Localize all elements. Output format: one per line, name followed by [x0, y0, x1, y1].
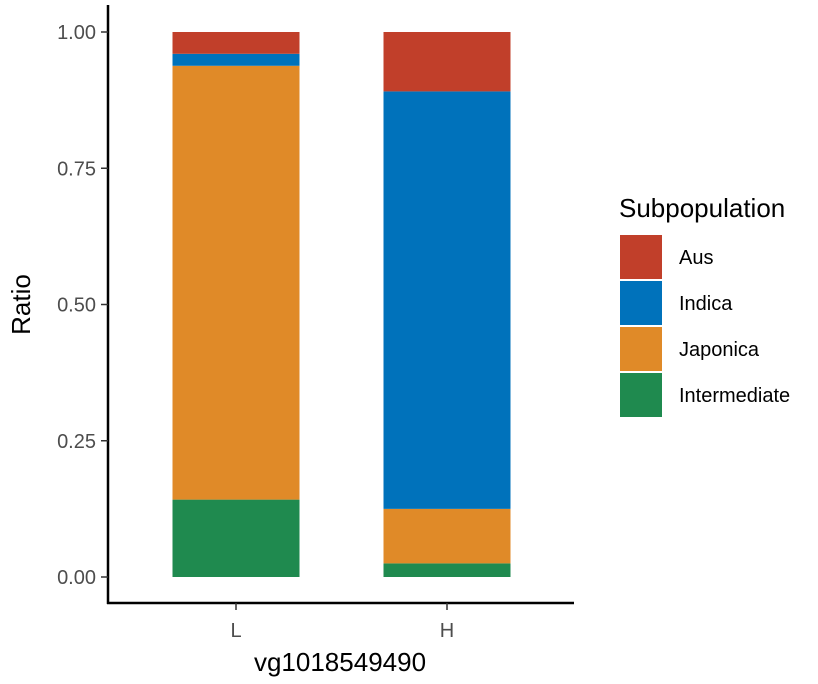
legend-label-indica: Indica [679, 293, 733, 315]
bar-h-indica [383, 91, 511, 509]
legend-key-intermediate [620, 373, 662, 417]
bar-l-intermediate [172, 499, 300, 577]
y-tick-label: 0.50 [57, 295, 96, 317]
legend-label-intermediate: Intermediate [679, 385, 790, 407]
y-tick-label: 0.00 [57, 567, 96, 589]
legend-label-aus: Aus [679, 247, 713, 269]
x-tick-label-h: H [440, 620, 454, 642]
legend: Subpopulation Aus Indica Japonica Intermedi… [619, 193, 790, 417]
legend-title: Subpopulation [619, 193, 785, 223]
bar-h-aus [383, 32, 511, 92]
x-axis-title: vg1018549490 [254, 647, 426, 677]
y-tick-label: 0.25 [57, 431, 96, 453]
legend-key-japonica [620, 327, 662, 371]
bar-l-aus [172, 32, 300, 54]
bar-l-japonica [172, 65, 300, 500]
legend-key-indica [620, 281, 662, 325]
bars-layer [172, 32, 511, 577]
y-axis-title: Ratio [6, 274, 36, 335]
bar-h-japonica [383, 508, 511, 564]
legend-label-japonica: Japonica [679, 339, 760, 361]
legend-key-aus [620, 235, 662, 279]
y-tick-label: 0.75 [57, 158, 96, 180]
x-tick-label-l: L [230, 620, 241, 642]
bar-h-intermediate [383, 563, 511, 577]
axes-layer: 0.00 0.25 0.50 0.75 1.00 L H [57, 5, 574, 642]
bar-l-indica [172, 53, 300, 66]
y-tick-label: 1.00 [57, 22, 96, 44]
